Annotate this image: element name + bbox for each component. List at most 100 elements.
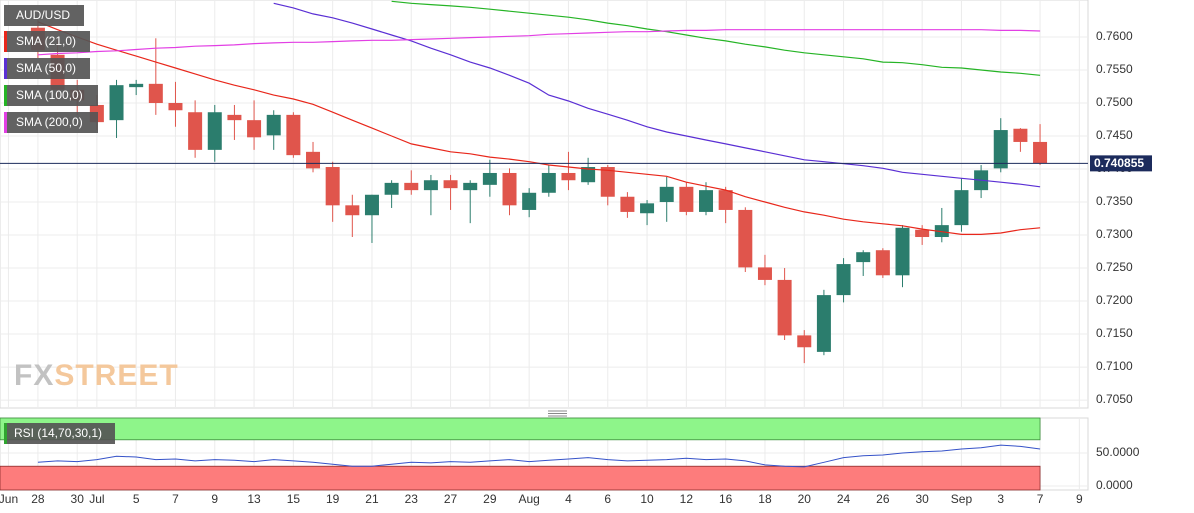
y-tick-label: 0.7500: [1096, 95, 1133, 109]
candle-body: [522, 192, 537, 210]
legend-box[interactable]: [4, 5, 84, 26]
x-tick-label: 12: [680, 492, 694, 506]
candle-body: [109, 85, 124, 121]
candle-body: [168, 102, 183, 111]
candle-body: [561, 172, 576, 181]
rsi-line: [37, 444, 1041, 468]
x-tick-label: 28: [31, 492, 45, 506]
y-tick-label: 0.7300: [1096, 227, 1133, 241]
candle-body: [1013, 128, 1028, 142]
candle-body: [502, 172, 517, 206]
x-tick-label: 30: [915, 492, 929, 506]
x-tick-label: 3: [997, 492, 1004, 506]
candle-body: [915, 229, 930, 238]
candle-body: [129, 83, 144, 88]
marks: [0, 0, 1088, 491]
legend-box[interactable]: [4, 31, 90, 52]
last-price-badge: [1090, 155, 1152, 172]
sma-line: [37, 29, 1041, 56]
candle-body: [856, 252, 871, 263]
legend-swatch: [4, 423, 7, 444]
legend-swatch: [4, 85, 7, 106]
candle-body: [581, 167, 596, 183]
x-tick-label: 30: [71, 492, 85, 506]
candle-body: [993, 130, 1008, 169]
candle-body: [482, 172, 497, 185]
legend-label[interactable]: SMA (21,0): [16, 34, 76, 48]
legend-swatch: [4, 112, 7, 133]
legend-box[interactable]: [4, 58, 90, 79]
candle-body: [836, 264, 851, 296]
x-tick-label: Sep: [951, 492, 973, 506]
candle-body: [306, 151, 321, 169]
candle-body: [266, 114, 281, 136]
legend-box[interactable]: [4, 112, 98, 133]
y-tick-label: 0.7200: [1096, 293, 1133, 307]
x-tick-label: 16: [719, 492, 733, 506]
x-tick-label: 18: [758, 492, 772, 506]
candle-body: [423, 180, 438, 191]
x-tick-label: 7: [172, 492, 179, 506]
y-tick-label: 0.0000: [1096, 478, 1133, 492]
candle-body: [325, 167, 340, 206]
legend-label[interactable]: AUD/USD: [16, 8, 70, 22]
legend: AUD/USD SMA (21,0) SMA (50,0) SMA (100,0) SM…: [4, 5, 115, 444]
candle-body: [659, 186, 674, 203]
legend-box[interactable]: [4, 85, 98, 106]
legend-label[interactable]: SMA (100,0): [16, 88, 83, 102]
candle-body: [777, 279, 792, 336]
candle-body: [738, 209, 753, 268]
candle-body: [718, 190, 733, 210]
candle-body: [875, 250, 890, 276]
candle-body: [207, 112, 222, 150]
x-tick-label: 4: [565, 492, 572, 506]
x-tick-label: 21: [365, 492, 379, 506]
x-tick-label: 10: [640, 492, 654, 506]
y-tick-label: 0.7100: [1096, 359, 1133, 373]
axes: 0.76000.75500.75000.74500.74000.73500.73…: [0, 29, 1152, 506]
y-tick-label: 0.7350: [1096, 194, 1133, 208]
candle-body: [345, 205, 360, 216]
sma-line: [273, 2, 1041, 188]
watermark-fx: FX: [14, 359, 54, 392]
legend-label[interactable]: RSI (14,70,30,1): [14, 426, 102, 440]
y-tick-label: 0.7250: [1096, 260, 1133, 274]
y-tick-label: 0.7600: [1096, 29, 1133, 43]
watermark: FXSTREET: [14, 359, 179, 392]
candle-body: [816, 295, 831, 352]
x-tick-label: 27: [444, 492, 458, 506]
panel-resize-handle[interactable]: [548, 410, 567, 417]
candle-body: [148, 83, 163, 103]
candle-body: [895, 227, 910, 276]
x-tick-label: 9: [1076, 492, 1083, 506]
price-panel: [0, 0, 1089, 409]
candle-body: [679, 186, 694, 212]
legend-label[interactable]: SMA (50,0): [16, 61, 76, 75]
candle-body: [404, 182, 419, 191]
candle-body: [1033, 141, 1048, 164]
candle-body: [757, 267, 772, 280]
legend-box[interactable]: [4, 423, 115, 444]
x-tick-label: 7: [1037, 492, 1044, 506]
x-tick-label: Jul: [89, 492, 104, 506]
y-tick-label: 50.0000: [1096, 445, 1140, 459]
x-tick-label: 26: [876, 492, 890, 506]
candle-body: [797, 335, 812, 348]
candle-body: [463, 182, 478, 191]
watermark-street: STREET: [54, 359, 178, 392]
candle-body: [286, 114, 301, 156]
sma-line: [391, 0, 1041, 76]
candle-body: [247, 120, 262, 138]
x-tick-label: 6: [604, 492, 611, 506]
candle-body: [188, 112, 203, 150]
y-tick-label: 0.7150: [1096, 326, 1133, 340]
y-tick-label: 0.7450: [1096, 128, 1133, 142]
candle-body: [620, 196, 635, 212]
x-tick-label: Aug: [518, 492, 539, 506]
candle-body: [541, 172, 556, 193]
overbought-band: [0, 417, 1041, 441]
legend-swatch: [4, 58, 7, 79]
oversold-band: [0, 465, 1041, 491]
legend-label[interactable]: SMA (200,0): [16, 115, 83, 129]
